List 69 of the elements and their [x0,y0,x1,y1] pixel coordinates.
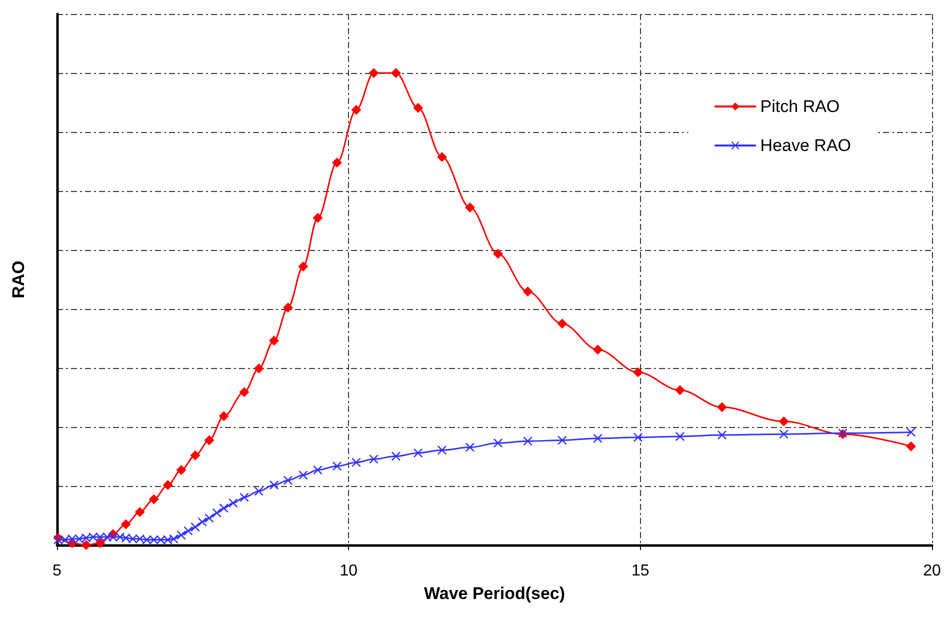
point [778,416,789,426]
point [906,441,916,452]
point [176,530,186,540]
point [522,286,533,297]
point [239,387,250,398]
point [219,504,228,513]
x-tick-label: 10 [340,562,358,580]
point [190,450,200,460]
point [120,519,131,530]
point [74,534,84,544]
point [557,318,568,329]
y-axis-title: RAO [9,260,28,298]
point [633,367,643,378]
legend-label: Pitch RAO [760,97,840,116]
point [368,68,379,78]
point [283,302,293,313]
point [298,470,308,480]
point [465,202,475,213]
point [312,212,323,223]
point [204,514,214,523]
point [212,508,222,518]
point [204,435,214,446]
point [254,486,264,496]
point [332,158,342,168]
point [313,465,322,474]
point [218,411,229,422]
point [121,533,130,542]
x-tick-label: 5 [52,562,62,580]
point [148,494,159,504]
point [437,152,447,162]
point [95,538,106,548]
point [198,517,207,526]
point [284,476,292,485]
point [332,462,342,471]
point [352,458,361,467]
point [254,363,264,374]
point [134,506,145,517]
point [675,385,685,396]
point [102,532,112,542]
point [391,452,400,461]
point [269,336,279,346]
point [438,446,446,455]
point [162,480,173,490]
x-tick-label: 20 [923,562,941,580]
point [634,432,642,442]
point [466,442,474,452]
point [493,248,503,259]
point [906,428,916,437]
point [228,498,238,508]
x-tick-label: 15 [631,562,650,580]
point [82,533,91,542]
point [298,262,308,272]
point [169,534,178,544]
point [60,535,70,544]
point [176,464,186,475]
point [592,344,603,355]
point [369,454,378,464]
point [190,522,200,532]
point [81,540,92,550]
legend-label: Heave RAO [760,136,851,155]
point [414,448,423,458]
point [135,534,144,544]
point [413,102,424,113]
point [351,104,362,115]
point [558,436,567,445]
point [779,430,788,439]
point [390,68,401,78]
point [717,402,727,412]
x-axis-title: Wave Period(sec) [424,584,566,603]
